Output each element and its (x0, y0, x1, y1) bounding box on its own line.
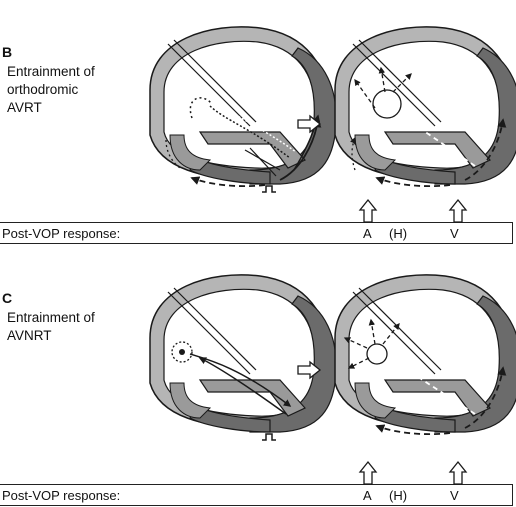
panel-c-mark-h: (H) (389, 488, 408, 503)
panel-c-heart-response (334, 274, 516, 436)
panel-b-v-arrow (449, 199, 467, 223)
panel-b-response-box: Post-VOP response: A (H) V (0, 222, 513, 244)
panel-c-mark-v: V (450, 488, 459, 503)
panel-c-response-label: Post-VOP response: (2, 488, 121, 503)
panel-b-caption: Entrainment of orthodromic AVRT (7, 63, 95, 117)
panel-c-caption-line: Entrainment of (7, 310, 95, 325)
panel-b-response-label: Post-VOP response: (2, 226, 121, 241)
panel-c-mark-a: A (363, 488, 372, 503)
panel-c-a-arrow (359, 461, 377, 485)
panel-b-a-arrow (359, 199, 377, 223)
panel-b-heart-response (334, 26, 516, 188)
panel-b-caption-line: Entrainment of (7, 64, 95, 79)
panel-c-v-arrow (449, 461, 467, 485)
panel-c-caption-line: AVNRT (7, 328, 52, 343)
panel-b-mark-v: V (450, 226, 459, 241)
panel-c-letter: C (2, 290, 13, 306)
panel-c-caption: Entrainment of AVNRT (7, 309, 95, 345)
panel-b-mark-a: A (363, 226, 372, 241)
panel-b-mark-h: (H) (389, 226, 408, 241)
panel-c-heart-pacing (149, 274, 337, 441)
panel-b-caption-line: AVRT (7, 100, 42, 115)
panel-b-caption-line: orthodromic (7, 82, 79, 97)
panel-c-response-box: Post-VOP response: A (H) V (0, 484, 513, 506)
panel-b-heart-pacing (149, 26, 337, 193)
panel-b-letter: B (2, 44, 13, 60)
